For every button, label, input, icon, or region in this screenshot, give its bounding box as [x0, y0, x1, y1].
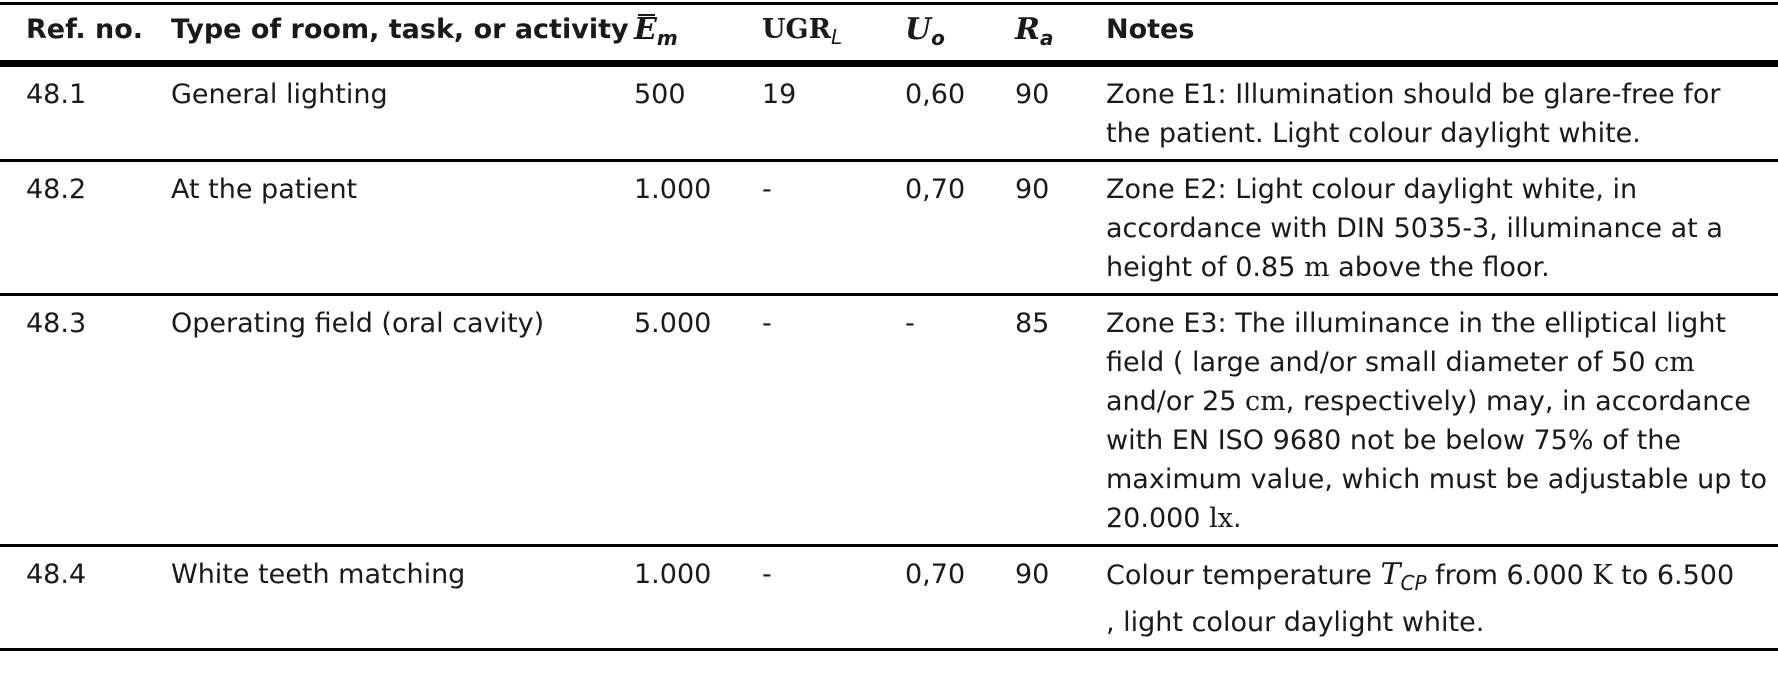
cell-uo: 0,70 — [905, 545, 1015, 651]
header-ugr: UGRL — [762, 3, 905, 67]
table-row: 48.3 Operating field (oral cavity) 5.000… — [0, 294, 1778, 547]
cell-type: White teeth matching — [171, 545, 634, 651]
table-body: 48.1 General lighting 500 19 0,60 90 Zon… — [0, 63, 1778, 651]
notes-text: above the floor. — [1329, 252, 1550, 283]
ra-subscript: a — [1039, 26, 1054, 50]
table-row: 48.2 At the patient 1.000 - 0,70 90 Zone… — [0, 160, 1778, 296]
notes-text: . — [1232, 503, 1242, 534]
unit-meter: m — [1303, 252, 1330, 283]
cell-notes: Zone E1: Illumination should be glare-fr… — [1106, 63, 1778, 162]
table-header: Ref. no. Type of room, task, or activity… — [0, 3, 1778, 67]
cell-em: 5.000 — [634, 294, 762, 547]
notes-text: Zone E3: The illuminance in the elliptic… — [1106, 308, 1727, 378]
cell-ref: 48.2 — [0, 160, 171, 296]
header-row: Ref. no. Type of room, task, or activity… — [0, 3, 1778, 67]
cell-ra: 90 — [1015, 160, 1106, 296]
cell-ra: 90 — [1015, 63, 1106, 162]
em-subscript: m — [656, 26, 678, 50]
ugr-symbol: UGR — [762, 14, 832, 45]
notes-text: Colour temperature — [1106, 560, 1381, 591]
em-symbol: E — [634, 12, 657, 47]
cell-type: General lighting — [171, 63, 634, 162]
cell-ref: 48.4 — [0, 545, 171, 651]
cell-type: At the patient — [171, 160, 634, 296]
notes-text: Zone E2: Light colour daylight white, in… — [1106, 174, 1723, 283]
unit-kelvin: K — [1592, 560, 1613, 591]
header-ra: Ra — [1015, 3, 1106, 67]
unit-centimeter: cm — [1654, 347, 1695, 378]
cell-uo: - — [905, 294, 1015, 547]
cell-ugr: - — [762, 545, 905, 651]
cell-ugr: 19 — [762, 63, 905, 162]
table-row: 48.1 General lighting 500 19 0,60 90 Zon… — [0, 63, 1778, 162]
ra-symbol: R — [1015, 12, 1040, 47]
header-ref-no: Ref. no. — [0, 3, 171, 67]
lighting-requirements-table: Ref. no. Type of room, task, or activity… — [0, 2, 1778, 651]
header-uo: Uo — [905, 3, 1015, 67]
unit-lux: lx — [1209, 503, 1233, 534]
notes-text: to 6.500 , light colour daylight white. — [1106, 560, 1769, 638]
temperature-subscript: CP — [1400, 571, 1427, 595]
cell-uo: 0,60 — [905, 63, 1015, 162]
uo-symbol: U — [905, 12, 932, 47]
header-notes: Notes — [1106, 3, 1778, 67]
cell-ra: 90 — [1015, 545, 1106, 651]
notes-text: , respectively) may, in accordance with … — [1106, 386, 1768, 534]
cell-ugr: - — [762, 160, 905, 296]
cell-em: 500 — [634, 63, 762, 162]
notes-text: from 6.000 — [1426, 560, 1593, 591]
cell-type: Operating field (oral cavity) — [171, 294, 634, 547]
cell-em: 1.000 — [634, 160, 762, 296]
cell-uo: 0,70 — [905, 160, 1015, 296]
cell-ugr: - — [762, 294, 905, 547]
temperature-symbol: T — [1380, 557, 1401, 592]
cell-ref: 48.3 — [0, 294, 171, 547]
cell-em: 1.000 — [634, 545, 762, 651]
cell-notes: Zone E2: Light colour daylight white, in… — [1106, 160, 1778, 296]
header-type-of-room: Type of room, task, or activity — [171, 3, 634, 67]
cell-ra: 85 — [1015, 294, 1106, 547]
table-row: 48.4 White teeth matching 1.000 - 0,70 9… — [0, 545, 1778, 651]
unit-centimeter: cm — [1245, 386, 1286, 417]
ugr-subscript: L — [831, 25, 843, 49]
uo-subscript: o — [931, 26, 945, 50]
cell-notes: Zone E3: The illuminance in the elliptic… — [1106, 294, 1778, 547]
cell-ref: 48.1 — [0, 63, 171, 162]
cell-notes: Colour temperature TCP from 6.000 K to 6… — [1106, 545, 1778, 651]
notes-text: and/or 25 — [1106, 386, 1246, 417]
header-em: Em — [634, 3, 762, 67]
